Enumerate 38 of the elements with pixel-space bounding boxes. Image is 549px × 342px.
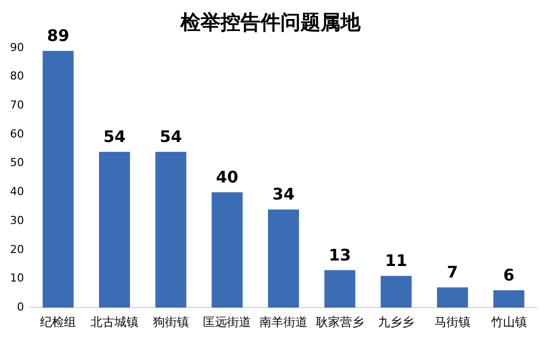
x-tick-label: 南羊街道 [260, 314, 308, 329]
data-label: 13 [328, 245, 351, 264]
x-tick-label: 纪检组 [40, 314, 76, 329]
data-label: 54 [160, 126, 182, 146]
data-label: 7 [446, 262, 458, 282]
y-tick-label: 50 [10, 156, 24, 170]
data-label: 40 [216, 167, 238, 186]
y-tick-label: 80 [10, 70, 24, 83]
bar [380, 276, 412, 308]
chart-title: 检举控告件问题属地 [180, 10, 362, 34]
y-tick-label: 20 [10, 242, 24, 256]
x-tick-label: 竹山镇 [490, 314, 527, 329]
y-tick-label: 60 [10, 127, 24, 140]
x-tick-label: 北古城镇 [90, 314, 138, 329]
data-label: 54 [103, 126, 126, 146]
x-tick-label: 耿家营乡 [316, 314, 364, 329]
y-tick-label: 10 [10, 272, 24, 285]
x-tick-label: 狗街镇 [152, 314, 189, 329]
data-label: 89 [47, 26, 70, 46]
bar [212, 192, 243, 308]
y-tick-label: 90 [10, 40, 24, 54]
data-label: 6 [503, 265, 514, 284]
y-tick-label: 40 [10, 185, 24, 198]
x-tick-label: 马街镇 [434, 314, 470, 329]
y-tick-label: 70 [10, 98, 24, 112]
data-label: 11 [385, 251, 408, 270]
x-tick-label: 匡远街道 [203, 314, 252, 329]
x-tick-label: 九乡乡 [378, 314, 414, 329]
bar [42, 50, 74, 308]
bar [99, 152, 130, 308]
y-tick-label: 0 [16, 300, 24, 314]
bar [324, 270, 356, 308]
bar [437, 287, 468, 308]
bar [155, 152, 186, 308]
bar [268, 210, 299, 308]
y-tick-label: 30 [10, 214, 24, 227]
data-label: 34 [272, 184, 295, 204]
bar [493, 290, 524, 308]
